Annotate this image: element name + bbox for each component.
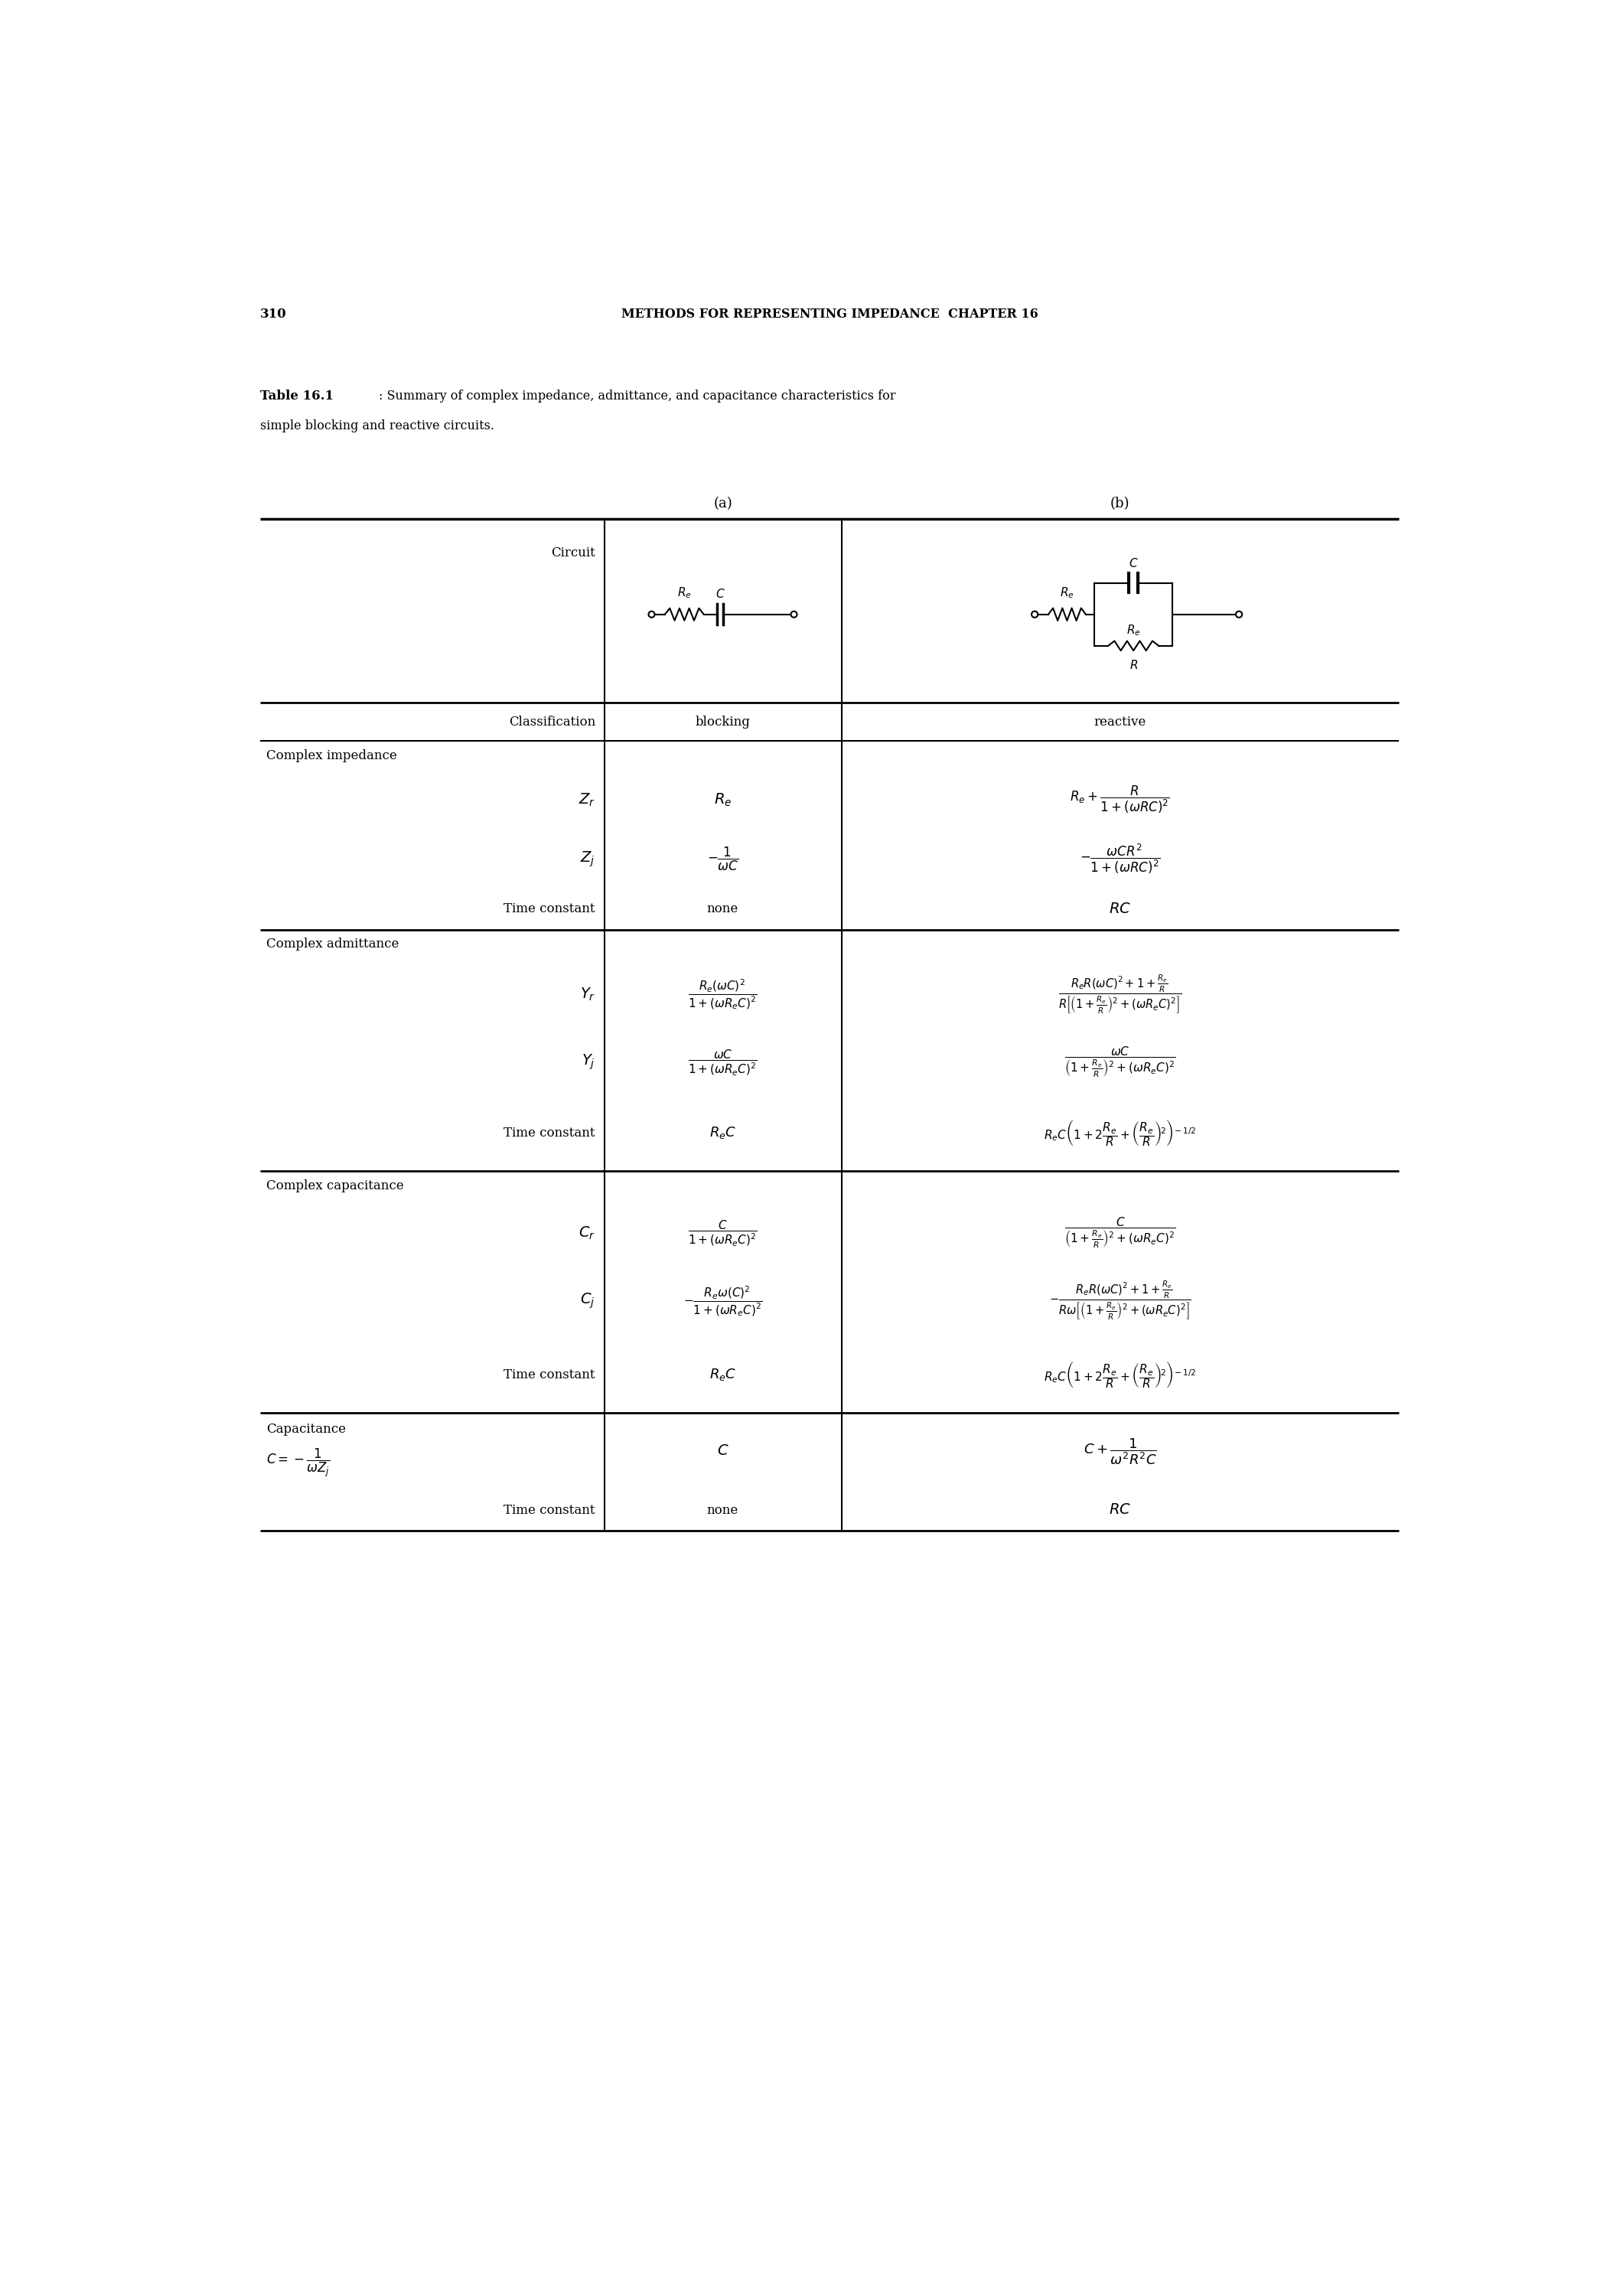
- Text: $C = -\dfrac{1}{\omega Z_j}$: $C = -\dfrac{1}{\omega Z_j}$: [267, 1446, 329, 1479]
- Text: $RC$: $RC$: [1109, 1504, 1131, 1518]
- Text: $\dfrac{C}{1+(\omega R_eC)^2}$: $\dfrac{C}{1+(\omega R_eC)^2}$: [688, 1219, 757, 1247]
- Text: Capacitance: Capacitance: [267, 1424, 346, 1435]
- Text: $Y_r$: $Y_r$: [580, 987, 595, 1003]
- Text: blocking: blocking: [696, 716, 750, 728]
- Text: Time constant: Time constant: [505, 902, 595, 916]
- Text: 310: 310: [260, 308, 286, 321]
- Text: Time constant: Time constant: [505, 1368, 595, 1382]
- Text: $\dfrac{\omega C}{\left(1+\frac{R_e}{R}\right)^2+(\omega R_eC)^2}$: $\dfrac{\omega C}{\left(1+\frac{R_e}{R}\…: [1064, 1045, 1176, 1079]
- Text: Classification: Classification: [508, 716, 595, 728]
- Text: $Z_j$: $Z_j$: [580, 850, 595, 868]
- Text: Circuit: Circuit: [551, 546, 595, 560]
- Text: $C$: $C$: [1128, 558, 1138, 569]
- Text: $C_r$: $C_r$: [579, 1226, 595, 1242]
- Text: $R_e$: $R_e$: [1127, 622, 1141, 638]
- Text: $-\dfrac{\omega CR^2}{1+(\omega RC)^2}$: $-\dfrac{\omega CR^2}{1+(\omega RC)^2}$: [1080, 843, 1160, 875]
- Text: Complex capacitance: Complex capacitance: [267, 1180, 403, 1192]
- Text: $\dfrac{R_e(\omega C)^2}{1+(\omega R_eC)^2}$: $\dfrac{R_e(\omega C)^2}{1+(\omega R_eC)…: [688, 978, 757, 1010]
- Text: $C_j$: $C_j$: [580, 1293, 595, 1311]
- Text: : Summary of complex impedance, admittance, and capacitance characteristics for: : Summary of complex impedance, admittan…: [379, 390, 895, 402]
- Text: $R$: $R$: [1130, 659, 1138, 670]
- Text: $R_eC\left(1+2\dfrac{R_e}{R}+\left(\dfrac{R_e}{R}\right)^{\!2}\right)^{\!-1/2}$: $R_eC\left(1+2\dfrac{R_e}{R}+\left(\dfra…: [1045, 1359, 1196, 1389]
- Text: (a): (a): [714, 496, 733, 510]
- Text: simple blocking and reactive circuits.: simple blocking and reactive circuits.: [260, 420, 495, 432]
- Text: $Z_r$: $Z_r$: [579, 792, 595, 808]
- Text: $C$: $C$: [717, 1444, 728, 1458]
- Text: $R_eC\left(1+2\dfrac{R_e}{R}+\left(\dfrac{R_e}{R}\right)^{\!2}\right)^{\!-1/2}$: $R_eC\left(1+2\dfrac{R_e}{R}+\left(\dfra…: [1045, 1118, 1196, 1148]
- Text: $R_e + \dfrac{R}{1+(\omega RC)^2}$: $R_e + \dfrac{R}{1+(\omega RC)^2}$: [1070, 785, 1170, 815]
- Text: $R_e$: $R_e$: [714, 792, 731, 808]
- Text: $R_e$: $R_e$: [677, 585, 691, 599]
- Text: $C$: $C$: [715, 588, 725, 599]
- Text: Time constant: Time constant: [505, 1127, 595, 1139]
- Text: $\dfrac{R_eR(\omega C)^2+1+\frac{R_e}{R}}{R\left[\left(1+\frac{R_e}{R}\right)^2+: $\dfrac{R_eR(\omega C)^2+1+\frac{R_e}{R}…: [1059, 974, 1181, 1015]
- Text: $-\dfrac{R_eR(\omega C)^2+1+\frac{R_e}{R}}{R\omega\left[\left(1+\frac{R_e}{R}\ri: $-\dfrac{R_eR(\omega C)^2+1+\frac{R_e}{R…: [1049, 1279, 1191, 1322]
- Text: $\dfrac{C}{\left(1+\frac{R_e}{R}\right)^2+(\omega R_eC)^2}$: $\dfrac{C}{\left(1+\frac{R_e}{R}\right)^…: [1064, 1217, 1176, 1249]
- Text: reactive: reactive: [1094, 716, 1146, 728]
- Text: $-\dfrac{R_e\omega(C)^2}{1+(\omega R_eC)^2}$: $-\dfrac{R_e\omega(C)^2}{1+(\omega R_eC)…: [683, 1283, 762, 1318]
- Text: Time constant: Time constant: [505, 1504, 595, 1518]
- Text: $RC$: $RC$: [1109, 902, 1131, 916]
- Text: $\dfrac{\omega C}{1+(\omega R_eC)^2}$: $\dfrac{\omega C}{1+(\omega R_eC)^2}$: [688, 1047, 757, 1077]
- Text: Complex impedance: Complex impedance: [267, 748, 397, 762]
- Text: METHODS FOR REPRESENTING IMPEDANCE  CHAPTER 16: METHODS FOR REPRESENTING IMPEDANCE CHAPT…: [620, 308, 1038, 321]
- Text: $R_eC$: $R_eC$: [709, 1125, 736, 1141]
- Text: $R_eC$: $R_eC$: [709, 1366, 736, 1382]
- Text: none: none: [707, 902, 739, 916]
- Text: $R_e$: $R_e$: [1061, 585, 1073, 599]
- Text: $Y_j$: $Y_j$: [582, 1054, 595, 1072]
- Text: $-\dfrac{1}{\omega C}$: $-\dfrac{1}{\omega C}$: [707, 845, 739, 872]
- Text: Complex admittance: Complex admittance: [267, 937, 399, 951]
- Text: (b): (b): [1110, 496, 1130, 510]
- Text: $C + \dfrac{1}{\omega^2R^2C}$: $C + \dfrac{1}{\omega^2R^2C}$: [1083, 1437, 1157, 1467]
- Text: none: none: [707, 1504, 739, 1518]
- Text: Table 16.1: Table 16.1: [260, 390, 334, 402]
